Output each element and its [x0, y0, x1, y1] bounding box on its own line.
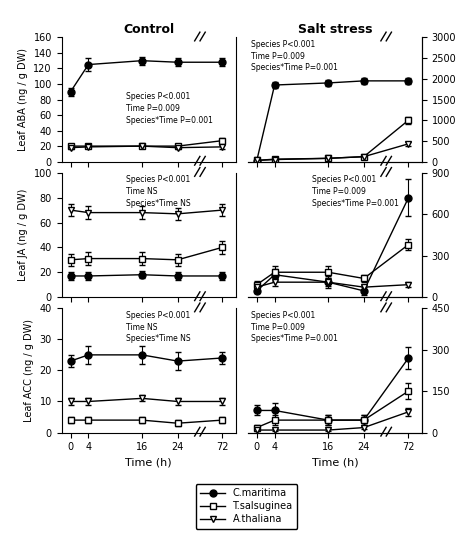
X-axis label: Time (h): Time (h) [125, 458, 172, 468]
Text: Species P<0.001
Time P=0.009
Species*Time P=0.001: Species P<0.001 Time P=0.009 Species*Tim… [312, 175, 399, 208]
Text: Species P<0.001
Time P=0.009
Species*Time P=0.001: Species P<0.001 Time P=0.009 Species*Tim… [251, 311, 338, 343]
Y-axis label: Leaf JA (ng / g DW): Leaf JA (ng / g DW) [18, 189, 28, 281]
Title: Salt stress: Salt stress [298, 23, 372, 36]
Y-axis label: Leaf ABA (ng / g DW): Leaf ABA (ng / g DW) [18, 48, 28, 151]
Text: Species P<0.001
Time NS
Species*Time NS: Species P<0.001 Time NS Species*Time NS [126, 311, 191, 343]
Text: Species P<0.001
Time NS
Species*Time NS: Species P<0.001 Time NS Species*Time NS [126, 175, 191, 208]
Legend: C.maritima, T.salsuginea, A.thaliana: C.maritima, T.salsuginea, A.thaliana [195, 484, 298, 529]
Title: Control: Control [123, 23, 174, 36]
Text: Species P<0.001
Time P=0.009
Species*Time P=0.001: Species P<0.001 Time P=0.009 Species*Tim… [126, 92, 213, 124]
Text: Species P<0.001
Time P=0.009
Species*Time P=0.001: Species P<0.001 Time P=0.009 Species*Tim… [251, 40, 338, 73]
X-axis label: Time (h): Time (h) [311, 458, 358, 468]
Y-axis label: Leaf ACC (ng / g DW): Leaf ACC (ng / g DW) [24, 319, 34, 422]
